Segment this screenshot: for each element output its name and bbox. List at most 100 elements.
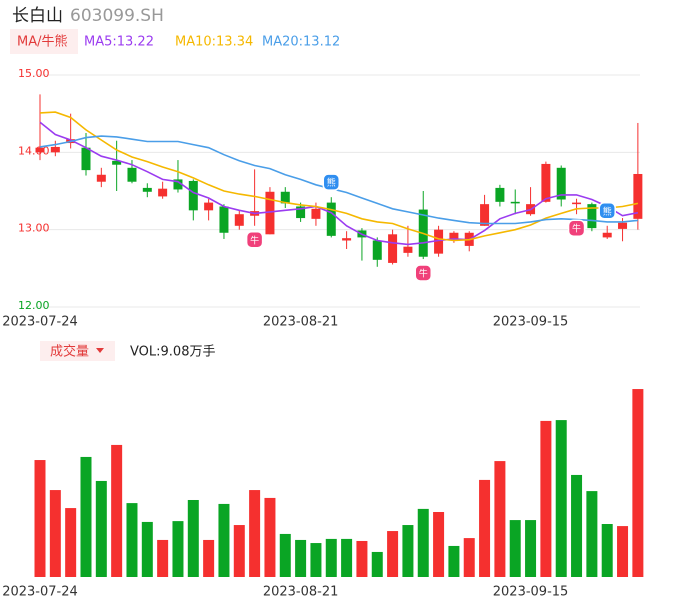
volume-bar [463, 538, 475, 577]
candle-body [296, 206, 306, 219]
volume-bar [387, 531, 399, 577]
y-tick-label: 12.00 [18, 299, 50, 312]
candle-body [204, 202, 214, 211]
candle-body [587, 204, 597, 229]
volume-bar [571, 474, 583, 577]
candle-body [158, 188, 168, 197]
candle-body [81, 147, 91, 171]
candle-body [480, 204, 490, 226]
signal-icon [322, 173, 341, 191]
candle-body [449, 232, 459, 239]
volume-title-bg [40, 341, 115, 361]
volume-bar [295, 539, 307, 577]
candle-body [434, 229, 444, 254]
candle-body [127, 167, 137, 182]
volume-bar [371, 551, 383, 577]
candle-body [234, 214, 244, 226]
volume-bar [586, 491, 598, 577]
volume-bar [111, 444, 123, 577]
ma-line [39, 135, 638, 225]
volume-bar [172, 521, 184, 577]
volume-bar [264, 497, 276, 577]
legend-entry: MA10:13.34 [175, 35, 253, 50]
candle-body [265, 191, 275, 235]
candle-body [633, 173, 643, 219]
signal-label: 牛 [250, 234, 259, 246]
volume-label: VOL:9.08万手 [130, 345, 215, 360]
x-tick-label: 2023-07-24 [2, 315, 78, 330]
volume-bar [555, 420, 567, 577]
volume-bar [233, 525, 245, 577]
candle-body [112, 160, 122, 165]
candle-body [35, 147, 45, 153]
signal-label: 熊 [603, 205, 612, 217]
candle-body [403, 246, 413, 253]
signal-label: 牛 [419, 268, 428, 280]
volume-bar [203, 539, 215, 577]
candle-body [495, 187, 505, 202]
candle-body [173, 179, 183, 190]
volume-bar [310, 543, 322, 577]
candle-body [219, 206, 229, 233]
signal-label: 牛 [572, 223, 581, 235]
x-tick-label: 2023-09-15 [493, 315, 569, 330]
candle-body [142, 187, 152, 192]
volume-bar [356, 540, 368, 577]
candle-body [372, 240, 382, 260]
volume-bar [141, 521, 153, 577]
candle-body [326, 202, 336, 236]
candle-body [311, 208, 321, 219]
y-tick-label: 15.00 [18, 67, 50, 80]
volume-bar [494, 461, 506, 577]
volume-bar [617, 526, 629, 577]
dropdown-icon [96, 348, 104, 353]
volume-bar [80, 456, 92, 577]
volume-bar [325, 538, 337, 577]
legend-title[interactable]: MA/牛熊 [17, 34, 68, 50]
volume-bar [601, 524, 613, 577]
y-tick-label: 13.00 [18, 222, 50, 235]
volume-bar [49, 490, 61, 577]
volume-bar [448, 545, 460, 577]
legend-entry: MA5:13.22 [84, 35, 154, 50]
signal-label: 熊 [327, 177, 336, 189]
volume-bar [279, 533, 291, 577]
x-tick-label: 2023-07-24 [2, 585, 78, 600]
volume-bar [433, 512, 445, 577]
volume-bar [479, 479, 491, 577]
signal-icon [245, 231, 264, 249]
stock-code: 603099.SH [70, 6, 164, 26]
volume-bar [341, 538, 353, 577]
volume-bar [509, 520, 521, 577]
volume-bar [417, 508, 429, 577]
volume-bar [249, 490, 261, 577]
candle-body [572, 202, 582, 205]
volume-bar [540, 420, 552, 577]
volume-bar [402, 525, 414, 577]
candle-body [556, 167, 566, 200]
volume-bar [525, 520, 537, 577]
candle-body [510, 201, 520, 204]
volume-bar [218, 503, 230, 577]
x-tick-label: 2023-08-21 [263, 315, 339, 330]
candle-body [50, 146, 60, 153]
candle-body [280, 191, 290, 204]
volume-bar [95, 480, 107, 577]
volume-bar [632, 389, 644, 577]
candle-body [618, 222, 628, 229]
ma-line [39, 121, 639, 246]
volume-bar [187, 499, 199, 577]
candle-body [188, 180, 198, 211]
stock-name: 长白山 [12, 6, 63, 26]
volume-title[interactable]: 成交量 [50, 344, 89, 360]
volume-bar [126, 503, 138, 577]
volume-bar [65, 508, 77, 577]
volume-bar [34, 460, 46, 577]
x-tick-label: 2023-09-15 [493, 585, 569, 600]
candle-body [342, 238, 352, 241]
candle-body [96, 174, 106, 182]
volume-bar [157, 539, 169, 577]
candle-body [602, 232, 612, 238]
